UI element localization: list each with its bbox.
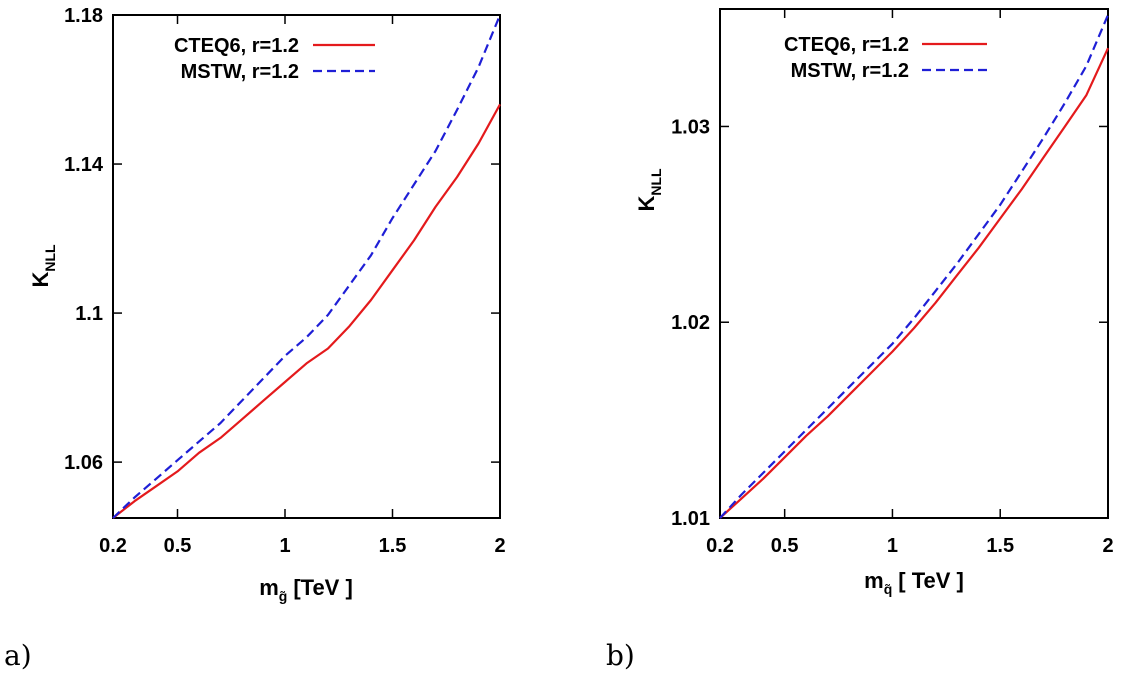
legend-label-a-1: MSTW, r=1.2	[181, 61, 299, 83]
series-line-a-1	[112, 14, 502, 519]
y-tick-label-b-2: 1.03	[671, 116, 710, 138]
y-tick-label-a-0: 1.06	[64, 452, 103, 474]
xlabel-b: mq̃ [ TeV ]	[864, 568, 964, 597]
chart-panel-a: 0.2 0.5 1 1.5 2 1.06 1.1 1.14 1.18 KNLL mg̃ [TeV …	[4, 5, 506, 672]
plot-frame-a	[112, 14, 501, 519]
x-tick-label-b-4: 2	[1102, 535, 1113, 557]
svg-text:KNLL: KNLL	[28, 244, 58, 288]
y-tick-label-a-3: 1.18	[64, 5, 103, 27]
y-tick-label-a-2: 1.14	[64, 154, 104, 176]
series-b	[719, 14, 1110, 519]
ylabel-b-sub: NLL	[648, 168, 664, 196]
x-tick-label-b-2: 1	[887, 535, 898, 557]
panel-label-b: b)	[606, 639, 635, 672]
svg-text:KNLL: KNLL	[634, 168, 664, 212]
ylabel-b-main: K	[634, 196, 659, 212]
x-tick-label-b-3: 1.5	[986, 535, 1014, 557]
xlabel-a-main: m	[259, 575, 279, 600]
series-line-a-0	[112, 103, 501, 519]
xlabel-b-sub: q̃	[884, 581, 893, 597]
legend-label-a-0: CTEQ6, r=1.2	[174, 35, 299, 57]
series-line-b-0	[719, 47, 1109, 519]
xlabel-a: mg̃ [TeV ]	[259, 575, 353, 604]
y-tick-label-b-0: 1.01	[671, 508, 710, 530]
x-tick-label-a-1: 0.5	[164, 535, 192, 557]
xlabel-a-unit: [TeV ]	[293, 575, 352, 600]
ticks-b: 0.2 0.5 1 1.5 2 1.01 1.02 1.03	[671, 9, 1114, 557]
ticks-a: 0.2 0.5 1 1.5 2 1.06 1.1 1.14 1.18	[64, 5, 506, 557]
legend-label-b-1: MSTW, r=1.2	[791, 60, 909, 82]
ylabel-a-sub: NLL	[42, 244, 58, 272]
y-tick-label-a-1: 1.1	[75, 303, 103, 325]
x-tick-label-a-0: 0.2	[99, 535, 127, 557]
ylabel-a: KNLL	[28, 244, 58, 288]
xlabel-a-sub: g̃	[279, 588, 288, 604]
legend-a: CTEQ6, r=1.2 MSTW, r=1.2	[174, 35, 375, 83]
xlabel-b-unit: [ TeV ]	[898, 568, 964, 593]
series-line-b-1	[719, 14, 1110, 519]
x-tick-label-a-2: 1	[279, 535, 290, 557]
legend-b: CTEQ6, r=1.2 MSTW, r=1.2	[784, 34, 987, 82]
legend-label-b-0: CTEQ6, r=1.2	[784, 34, 909, 56]
x-tick-label-b-1: 0.5	[771, 535, 799, 557]
panel-label-a: a)	[4, 639, 32, 672]
x-tick-label-a-3: 1.5	[379, 535, 407, 557]
chart-panel-b: 0.2 0.5 1 1.5 21.011.021.03 KNLL mq̃[ TeV ] …	[606, 8, 1114, 672]
x-tick-label-b-0: 0.2	[706, 535, 734, 557]
xlabel-b-main: m	[864, 568, 884, 593]
plot-frame-b	[719, 8, 1109, 519]
x-tick-label-a-4: 2	[494, 535, 505, 557]
ylabel-a-main: K	[28, 272, 53, 288]
y-tick-label-b-1: 1.02	[671, 312, 710, 334]
ylabel-b: KNLL	[634, 168, 664, 212]
series-a	[112, 14, 502, 519]
